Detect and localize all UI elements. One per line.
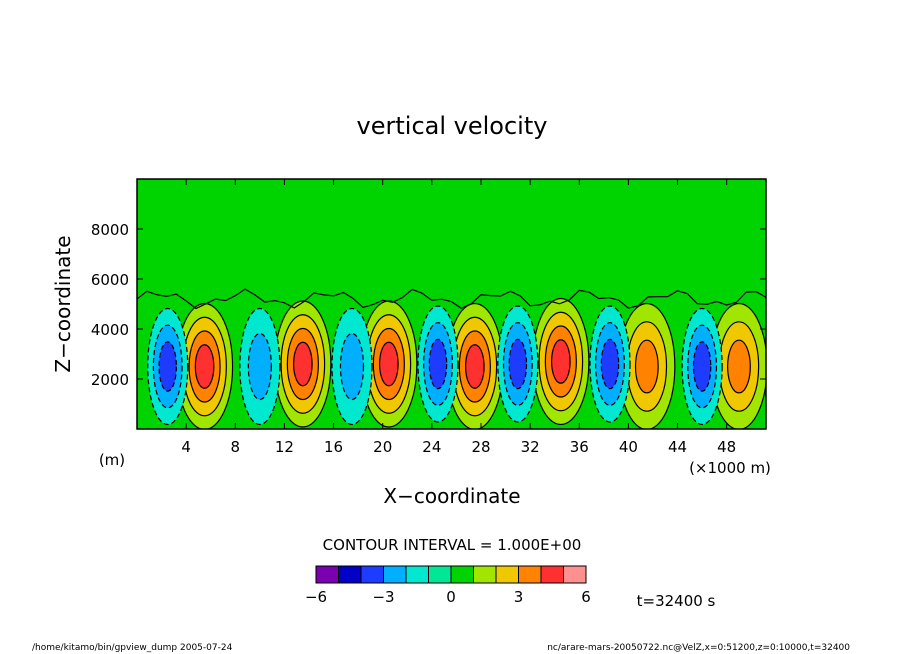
x-tick-label: 24 <box>422 438 441 456</box>
colorbar-tick-label: 6 <box>581 588 591 606</box>
downdraft-contour-level <box>339 332 365 401</box>
footer-left: /home/kitamo/bin/gpview_dump 2005-07-24 <box>32 643 233 653</box>
updraft-contour-level <box>464 344 485 389</box>
time-label: t=32400 s <box>637 592 716 610</box>
x-tick-label: 40 <box>619 438 638 456</box>
colorbar-tick-label: −3 <box>372 588 394 606</box>
colorbar-swatch <box>540 565 564 584</box>
x-tick-label: 36 <box>570 438 589 456</box>
colorbar-swatch <box>473 565 497 584</box>
downdraft-contour-level <box>508 338 528 390</box>
y-axis-label: Z−coordinate <box>51 235 75 372</box>
x-tick-label: 8 <box>231 438 241 456</box>
colorbar-tick-label: 0 <box>446 588 456 606</box>
downdraft-contour-level <box>600 338 620 390</box>
zero-contour-line <box>137 288 766 310</box>
colorbar-swatch <box>563 565 587 584</box>
x-tick-label: 44 <box>668 438 687 456</box>
y-axis-ticks: 2000 4000 6000 8000 <box>91 221 766 389</box>
x-tick-label: 4 <box>181 438 191 456</box>
y-tick-label: 4000 <box>91 321 129 339</box>
updraft-contour-level <box>292 341 313 387</box>
contour-interval-label: CONTOUR INTERVAL = 1.000E+00 <box>323 536 582 554</box>
x-tick-label: 16 <box>324 438 343 456</box>
updraft-contour-level <box>378 341 399 387</box>
x-tick-label: 28 <box>471 438 490 456</box>
x-tick-label: 12 <box>275 438 294 456</box>
colorbar-swatch <box>450 565 474 584</box>
colorbar-swatch <box>315 565 339 584</box>
chart-title: vertical velocity <box>357 112 548 140</box>
colorbar-tick-label: 3 <box>514 588 524 606</box>
x-unit-label: (m) <box>99 451 125 469</box>
colorbar-swatch <box>495 565 519 584</box>
x-axis-label: X−coordinate <box>383 484 520 508</box>
footer-right: nc/arare-mars-20050722.nc@VelZ,x=0:51200… <box>547 643 850 653</box>
downdraft-contour-level <box>247 332 272 401</box>
plot-frame <box>136 178 767 430</box>
velocity-field <box>137 288 766 429</box>
x-tick-label: 48 <box>717 438 736 456</box>
updraft-contour-level <box>634 339 659 394</box>
updraft-contour-level <box>194 344 215 389</box>
updraft-contour-level <box>727 339 751 394</box>
y-tick-label: 6000 <box>91 271 129 289</box>
y-tick-label: 2000 <box>91 371 129 389</box>
downdraft-contour-level <box>692 341 712 392</box>
x-tick-label: 32 <box>521 438 540 456</box>
x-tick-label: 20 <box>373 438 392 456</box>
colorbar-swatch <box>518 565 542 584</box>
colorbar-swatch <box>338 565 362 584</box>
colorbar-swatch <box>428 565 452 584</box>
x-axis-ticks: 4 8 12 16 20 24 28 32 36 40 44 48 <box>181 179 736 456</box>
colorbar-tick-labels: −6 −3 0 3 6 <box>305 588 591 606</box>
colorbar-swatch <box>360 565 384 584</box>
colorbar-swatch <box>383 565 407 584</box>
y-tick-label: 8000 <box>91 221 129 239</box>
x-scale-label: (×1000 m) <box>689 459 771 477</box>
colorbar <box>315 565 587 584</box>
updraft-contour-level <box>550 339 571 384</box>
downdraft-contour-level <box>158 341 177 392</box>
colorbar-swatch <box>405 565 429 584</box>
colorbar-tick-label: −6 <box>305 588 327 606</box>
downdraft-contour-level <box>428 338 448 390</box>
